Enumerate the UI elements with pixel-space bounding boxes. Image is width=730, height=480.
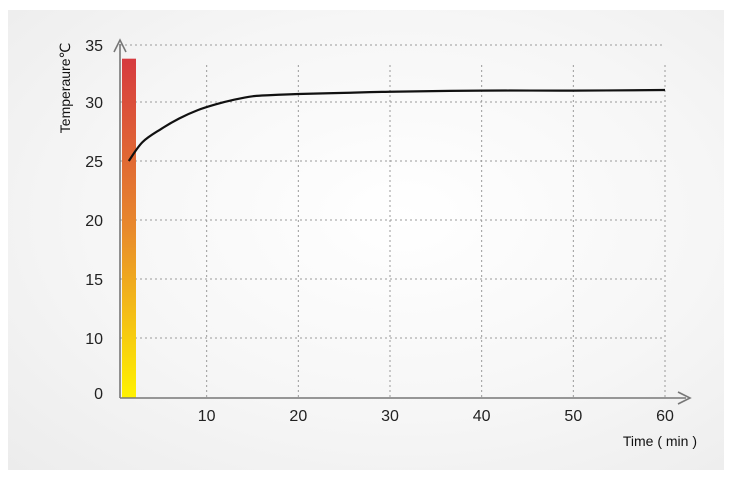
y-tick-label-35: 35 [85, 38, 103, 55]
y-tick-labels: 0 10 15 20 25 30 35 [85, 38, 103, 403]
y-tick-label-30: 30 [85, 95, 103, 112]
grid-lines [120, 44, 666, 398]
axes [113, 38, 692, 405]
temperature-curve [127, 88, 666, 162]
temperature-gradient-bar [122, 58, 136, 399]
x-tick-label-20: 20 [289, 408, 307, 425]
y-axis-title: Temperaure℃ [57, 43, 73, 133]
x-tick-label-30: 30 [381, 408, 399, 425]
x-tick-labels: 10 20 30 40 50 60 [198, 408, 674, 425]
x-tick-label-40: 40 [473, 408, 491, 425]
x-tick-label-60: 60 [656, 408, 674, 425]
x-tick-label-50: 50 [564, 408, 582, 425]
y-tick-label-15: 15 [85, 272, 103, 289]
x-axis-arrow-icon [677, 391, 692, 405]
y-tick-label-25: 25 [85, 154, 103, 171]
x-axis-title: Time ( min ) [623, 433, 697, 449]
y-axis-arrow-icon [113, 38, 127, 53]
y-tick-label-0: 0 [94, 386, 103, 403]
y-tick-label-20: 20 [85, 213, 103, 230]
y-tick-label-10: 10 [85, 331, 103, 348]
x-tick-label-10: 10 [198, 408, 216, 425]
